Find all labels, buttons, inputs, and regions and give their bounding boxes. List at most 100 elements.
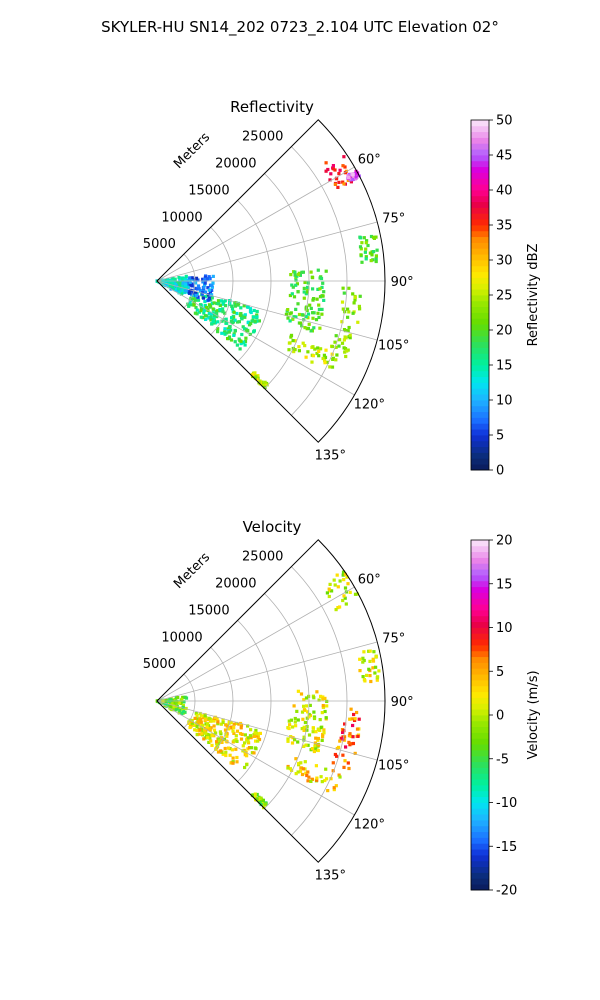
echo-cell <box>181 703 185 707</box>
echo-cell <box>331 769 335 773</box>
echo-cell <box>340 341 345 345</box>
echo-cell <box>294 283 298 287</box>
colorbar-segment <box>471 604 489 611</box>
echo-cell <box>202 277 206 281</box>
echo-cell <box>190 276 194 280</box>
echo-cell <box>323 778 327 783</box>
azimuth-tick-label: 105° <box>378 758 409 773</box>
echo-cell <box>178 284 182 288</box>
echo-cell <box>238 347 242 351</box>
echo-cell <box>293 716 297 721</box>
echo-cell <box>300 324 304 328</box>
echo-cell <box>209 739 213 743</box>
echo-cell <box>334 608 338 612</box>
echo-cell <box>292 350 296 354</box>
echo-cell <box>216 722 220 726</box>
echo-cell <box>288 293 292 298</box>
colorbar-segment <box>471 347 489 354</box>
echo-cell <box>252 733 256 737</box>
echo-cell <box>183 289 187 293</box>
echo-cell <box>302 735 306 739</box>
echo-cell <box>292 315 296 319</box>
echo-cell <box>193 286 197 290</box>
echo-cell <box>324 161 328 165</box>
colorbar-segment <box>471 131 489 138</box>
echo-cell <box>328 582 332 586</box>
echo-cell <box>338 775 342 779</box>
range-tick-label: 20000 <box>215 157 256 172</box>
echo-cell <box>167 281 171 285</box>
echo-cell <box>320 780 324 784</box>
echo-cell <box>353 717 357 721</box>
echo-cell <box>256 739 260 743</box>
colorbar-segment <box>471 213 489 220</box>
colorbar-segment <box>471 394 489 401</box>
echo-cell <box>330 589 334 593</box>
echo-cell <box>304 743 308 747</box>
echo-cell <box>243 313 247 317</box>
echo-cell <box>372 250 376 254</box>
colorbar-segment <box>471 645 489 652</box>
echo-cell <box>174 281 178 285</box>
echo-cell <box>196 720 200 724</box>
echo-cell <box>245 754 249 758</box>
colorbar-segment <box>471 359 489 366</box>
echo-cell <box>290 283 294 287</box>
echo-cell <box>333 182 337 186</box>
echo-cell <box>228 324 232 329</box>
echo-cell <box>203 299 207 304</box>
echo-cell <box>293 339 297 343</box>
echo-cell <box>348 732 352 736</box>
echo-cell <box>325 704 329 708</box>
echo-cell <box>234 734 238 738</box>
echo-cell <box>311 311 315 315</box>
echo-cell <box>203 714 207 718</box>
echo-cell <box>313 744 317 748</box>
colorbar-segment <box>471 837 489 844</box>
colorbar-segment <box>471 738 489 745</box>
echo-cell <box>304 292 308 296</box>
colorbar-segment <box>471 610 489 617</box>
echo-cell <box>326 167 330 172</box>
echo-cell <box>353 718 357 722</box>
echo-cell <box>196 298 201 302</box>
echo-cell <box>312 696 316 700</box>
echo-cell <box>317 743 321 747</box>
echo-cell <box>209 315 213 319</box>
echo-cell <box>210 322 214 326</box>
echo-cell <box>371 659 376 663</box>
echo-cell <box>203 314 207 318</box>
echo-cell <box>218 730 222 734</box>
echo-cell <box>315 778 319 782</box>
echo-cell <box>352 176 356 180</box>
echo-cell <box>296 290 300 294</box>
echo-cell <box>363 679 367 683</box>
colorbar-segment <box>471 195 489 203</box>
echo-cell <box>314 736 318 740</box>
echo-cell <box>208 733 212 737</box>
colorbar-segment <box>471 790 489 798</box>
echo-cell <box>234 737 238 742</box>
echo-cell <box>342 182 346 186</box>
echo-cell <box>351 735 355 739</box>
echo-cell <box>181 695 185 700</box>
echo-cell <box>182 281 186 285</box>
colorbar-label: Velocity (m/s) <box>526 670 541 759</box>
echo-cell <box>343 596 347 600</box>
echo-cell <box>356 734 360 738</box>
echo-cell <box>297 312 302 317</box>
echo-cell <box>223 311 227 315</box>
colorbar-segment <box>471 178 489 185</box>
echo-cell <box>202 715 206 719</box>
echo-cell <box>344 745 348 749</box>
echo-cell <box>336 185 340 189</box>
echo-cell <box>303 344 307 348</box>
echo-cell <box>306 779 310 783</box>
echo-cell <box>310 360 314 364</box>
echo-cell <box>342 765 346 769</box>
colorbar-segment <box>471 685 489 693</box>
echo-cell <box>321 356 325 361</box>
echo-cell <box>161 278 165 282</box>
echo-cell <box>164 283 168 287</box>
echo-cell <box>309 329 313 333</box>
